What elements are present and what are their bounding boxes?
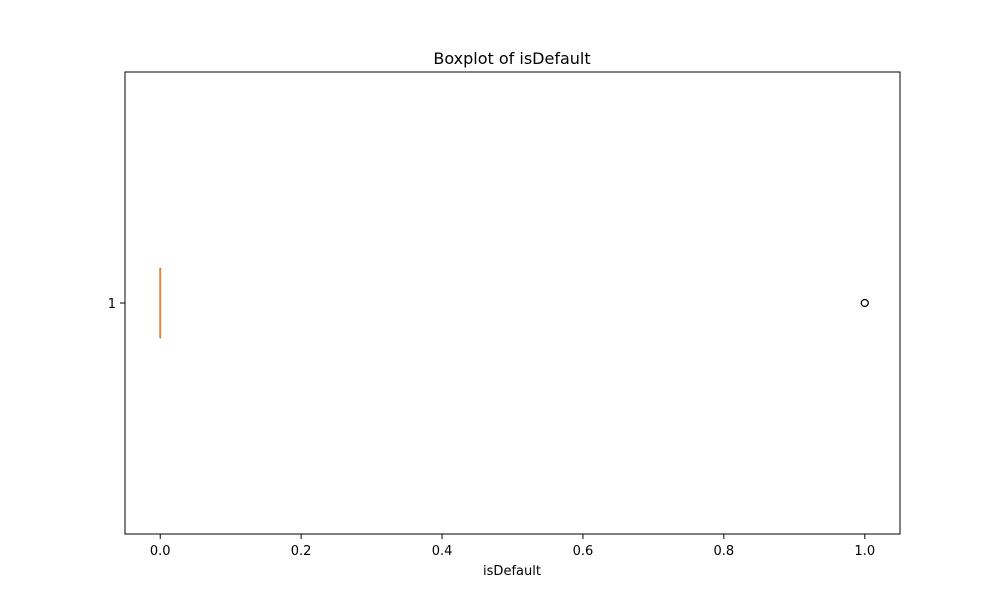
plot-area — [124, 71, 901, 535]
y-axis: 1 — [108, 297, 125, 312]
x-tick-label: 0.6 — [573, 544, 594, 559]
x-tick-label: 0.4 — [432, 544, 453, 559]
y-tick-label: 1 — [108, 297, 116, 312]
x-tick-label: 0.8 — [714, 544, 735, 559]
box-group — [159, 267, 869, 339]
x-axis: 0.0 0.2 0.4 0.6 0.8 1.0 — [150, 534, 875, 559]
x-tick-label: 1.0 — [854, 544, 875, 559]
x-tick-label: 0.0 — [150, 544, 171, 559]
x-axis-label: isDefault — [483, 564, 541, 579]
outlier-point — [860, 298, 869, 308]
x-tick-label: 0.2 — [291, 544, 312, 559]
chart-title: Boxplot of isDefault — [433, 49, 590, 68]
